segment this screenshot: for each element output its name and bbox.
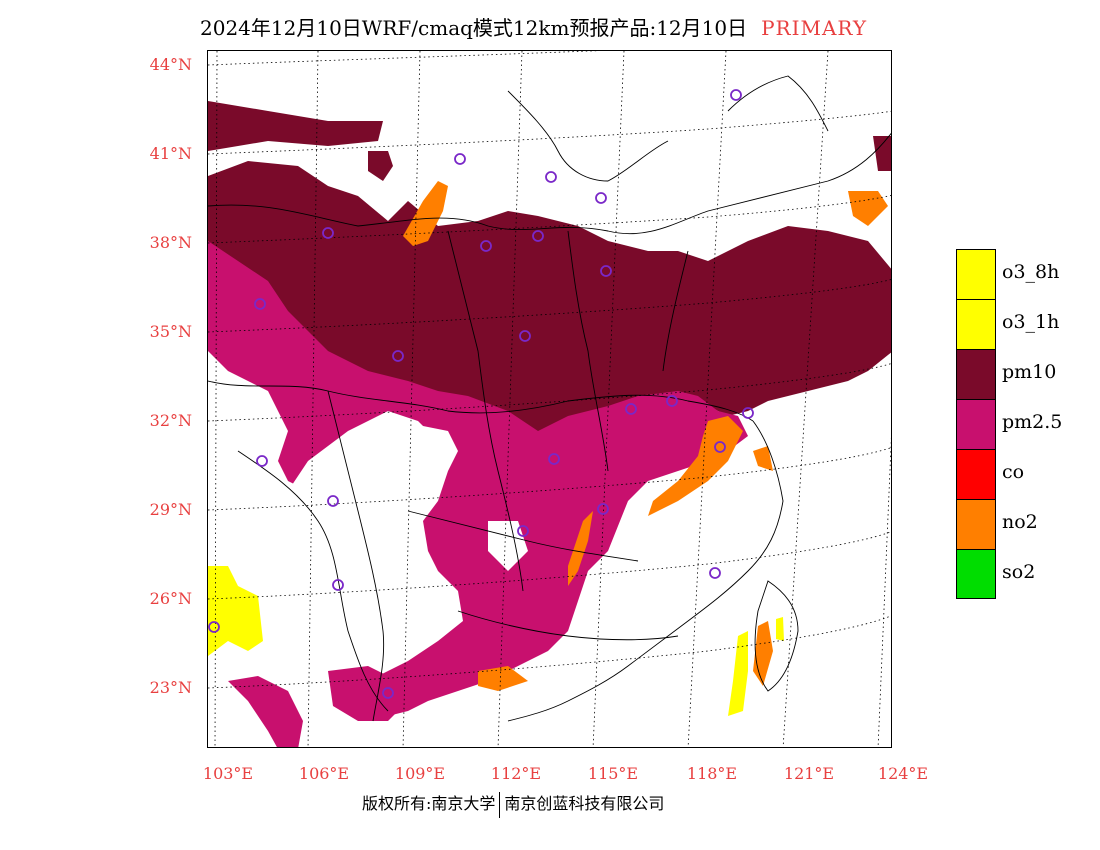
station-marker (208, 621, 220, 633)
station-marker (597, 503, 609, 515)
divider (499, 791, 501, 818)
legend-label: co (1002, 461, 1025, 483)
o3-region (208, 566, 263, 656)
station-marker (519, 330, 531, 342)
legend-item-o3-8h: o3_8h (956, 249, 1096, 299)
legend-item-o3-1h: o3_1h (956, 299, 1096, 349)
no2-region (478, 666, 528, 691)
legend-swatch (956, 449, 996, 499)
legend-item-so2: so2 (956, 549, 1096, 599)
map-title: 2024年12月10日WRF/cmaq模式12km预报产品:12月10日 PRIM… (200, 12, 867, 41)
legend-item-no2: no2 (956, 499, 1096, 549)
no2-region (403, 181, 448, 246)
map-panel (207, 50, 892, 748)
station-marker (532, 230, 544, 242)
legend-label: pm10 (1002, 361, 1057, 383)
station-marker (322, 227, 334, 239)
legend-swatch (956, 499, 996, 549)
legend-label: o3_8h (1002, 261, 1060, 283)
pm25-region (228, 676, 303, 747)
lat-label-29: 29°N (149, 500, 192, 519)
station-marker (595, 192, 607, 204)
lat-label-32: 32°N (149, 411, 192, 430)
lat-label-26: 26°N (149, 589, 192, 608)
station-marker (480, 240, 492, 252)
lon-label-106: 106°E (298, 764, 350, 783)
pm10-region (208, 101, 383, 151)
legend-swatch (956, 299, 996, 349)
lon-label-121: 121°E (783, 764, 835, 783)
legend-item-pm25: pm2.5 (956, 399, 1096, 449)
legend-label: no2 (1002, 511, 1038, 533)
station-markers (208, 89, 754, 699)
legend-label: pm2.5 (1002, 411, 1063, 433)
legend-swatch (956, 349, 996, 399)
station-marker (625, 403, 637, 415)
lon-label-103: 103°E (202, 764, 254, 783)
lon-label-112: 112°E (490, 764, 542, 783)
station-marker (382, 687, 394, 699)
station-marker (600, 265, 612, 277)
station-marker (254, 298, 266, 310)
legend-label: so2 (1002, 561, 1036, 583)
lat-label-41: 41°N (149, 144, 192, 163)
lon-label-115: 115°E (587, 764, 639, 783)
station-marker (709, 567, 721, 579)
legend-item-pm10: pm10 (956, 349, 1096, 399)
copyright-owner: 版权所有:南京大学 (362, 794, 496, 813)
lon-label-118: 118°E (686, 764, 738, 783)
lat-label-44: 44°N (149, 55, 192, 74)
station-marker (392, 350, 404, 362)
station-marker (742, 407, 754, 419)
lon-label-124: 124°E (877, 764, 929, 783)
legend-swatch (956, 549, 996, 599)
o3-region (728, 631, 748, 716)
lat-label-23: 23°N (149, 678, 192, 697)
clean-area (248, 411, 438, 671)
station-marker (327, 495, 339, 507)
pm25-region (328, 666, 408, 721)
legend-item-co: co (956, 449, 1096, 499)
station-marker (730, 89, 742, 101)
station-marker (517, 525, 529, 537)
legend-swatch (956, 399, 996, 449)
pm10-region (873, 136, 891, 171)
legend-swatch (956, 249, 996, 299)
no2-region (568, 511, 593, 586)
lat-label-35: 35°N (149, 322, 192, 341)
no2-region (648, 416, 743, 516)
pollutant-legend: o3_8h o3_1h pm10 pm2.5 co no2 so2 (956, 249, 1096, 599)
pm10-region (368, 151, 393, 181)
copyright-footer: 版权所有:南京大学 南京创蓝科技有限公司 (362, 790, 664, 818)
station-marker (548, 453, 560, 465)
legend-label: o3_1h (1002, 311, 1060, 333)
title-text: 2024年12月10日WRF/cmaq模式12km预报产品:12月10日 (200, 16, 748, 40)
station-marker (545, 171, 557, 183)
title-tag: PRIMARY (761, 16, 868, 40)
pm25-region (208, 241, 748, 716)
station-marker (454, 153, 466, 165)
station-marker (332, 579, 344, 591)
no2-region (848, 191, 888, 226)
station-marker (666, 395, 678, 407)
lat-label-38: 38°N (149, 233, 192, 252)
boundary-lines (208, 75, 891, 722)
no2-region (753, 446, 773, 471)
station-marker (714, 441, 726, 453)
copyright-company: 南京创蓝科技有限公司 (504, 794, 665, 813)
o3-region (776, 617, 784, 641)
pollutant-map (208, 51, 891, 747)
station-marker (256, 455, 268, 467)
lon-label-109: 109°E (394, 764, 446, 783)
